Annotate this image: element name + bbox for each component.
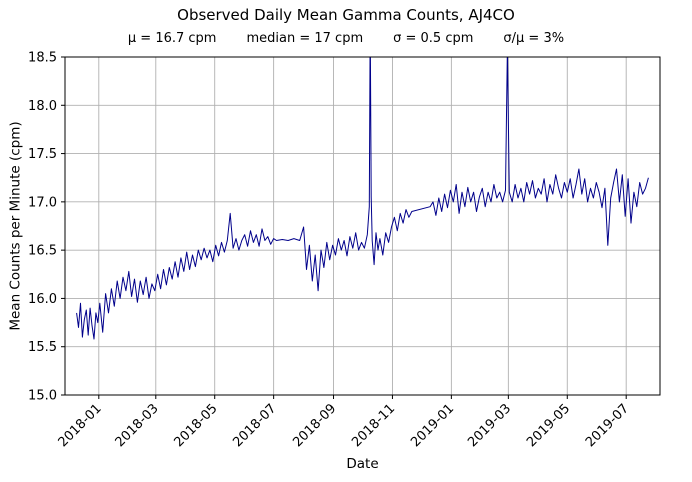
stat-sigma: σ = 0.5 cpm: [393, 31, 474, 46]
x-tick-label: 2018-05: [172, 401, 221, 450]
x-tick-label: 2018-03: [113, 401, 162, 450]
chart-stats-subtitle: μ = 16.7 cpm median = 17 cpm σ = 0.5 cpm…: [0, 31, 692, 46]
y-axis-label: Mean Counts per Minute (cpm): [8, 121, 25, 331]
x-tick-label: 2018-09: [290, 401, 339, 450]
y-tick-label: 18.0: [28, 99, 57, 114]
x-tick-label: 2019-03: [465, 401, 514, 450]
x-tick-label: 2019-05: [524, 401, 573, 450]
y-tick-label: 16.5: [28, 244, 57, 259]
stat-median: median = 17 cpm: [246, 31, 364, 46]
y-tick-label: 17.5: [28, 147, 57, 162]
y-axis-label-wrap: Mean Counts per Minute (cpm): [0, 57, 34, 395]
x-tick-label: 2019-07: [583, 401, 632, 450]
x-tick-label: 2019-01: [408, 401, 457, 450]
x-axis-label: Date: [346, 456, 379, 472]
stat-coeff-variation: σ/μ = 3%: [503, 31, 565, 46]
y-tick-label: 15.0: [28, 389, 57, 404]
gamma-counts-line: [76, 57, 649, 340]
y-tick-label: 18.5: [28, 51, 57, 66]
chart-title: Observed Daily Mean Gamma Counts, AJ4CO: [177, 6, 515, 24]
y-tick-label: 17.0: [28, 195, 57, 210]
x-tick-label: 2018-07: [230, 401, 279, 450]
y-tick-label: 15.5: [28, 340, 57, 355]
stat-mean: μ = 16.7 cpm: [127, 31, 217, 46]
x-tick-label: 2018-11: [349, 401, 398, 450]
y-tick-label: 16.0: [28, 292, 57, 307]
plot-border: [64, 56, 661, 396]
x-tick-label: 2018-01: [56, 401, 105, 450]
